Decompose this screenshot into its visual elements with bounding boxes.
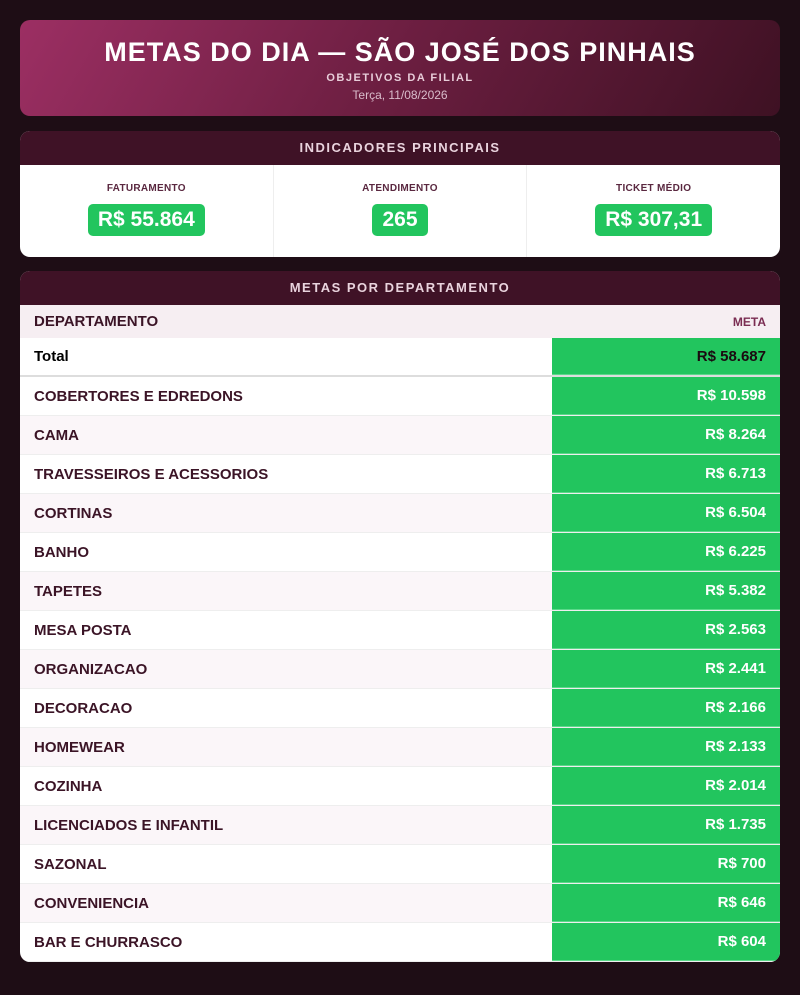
goal: R$ 646 (552, 884, 780, 922)
table-row: LICENCIADOS E INFANTIL R$ 1.735 (20, 806, 780, 845)
section-title: INDICADORES PRINCIPAIS (20, 131, 780, 165)
column-header: DEPARTAMENTO META (20, 305, 780, 338)
date: Terça, 11/08/2026 (352, 88, 448, 102)
department: CAMA (20, 416, 552, 454)
goal: R$ 6.504 (552, 494, 780, 532)
department: CONVENIENCIA (20, 884, 552, 922)
goal: R$ 2.014 (552, 767, 780, 805)
table-row: BAR E CHURRASCO R$ 604 (20, 923, 780, 962)
table-row: CAMA R$ 8.264 (20, 416, 780, 455)
total-row: Total R$ 58.687 (20, 338, 780, 377)
department: ORGANIZACAO (20, 650, 552, 688)
department-table: METAS POR DEPARTAMENTO DEPARTAMENTO META… (20, 271, 780, 962)
department: Total (34, 348, 69, 365)
department: DECORACAO (34, 699, 133, 717)
goal: R$ 604 (552, 923, 780, 961)
kpi: TICKET MÉDIO R$ 307,31 (527, 165, 780, 257)
title: METAS DO DIA — SÃO JOSÉ DOS PINHAIS (104, 37, 696, 67)
table-row: MESA POSTA R$ 2.563 (20, 611, 780, 650)
subtitle: OBJETIVOS DA FILIAL (326, 72, 474, 84)
goal: R$ 700 (552, 845, 780, 883)
department: COBERTORES E EDREDONS (34, 387, 243, 405)
goal: R$ 2.166 (552, 689, 780, 727)
table-row: COBERTORES E EDREDONS R$ 10.598 (20, 377, 780, 416)
table-row: CORTINAS R$ 6.504 (20, 494, 780, 533)
kpi: ATENDIMENTO 265 (274, 165, 528, 257)
table-row: COZINHA R$ 2.014 (20, 767, 780, 806)
department: COZINHA (34, 777, 103, 795)
goal: R$ 2.563 (552, 611, 780, 649)
kpi: FATURAMENTO R$ 55.864 (20, 165, 274, 257)
indicators: INDICADORES PRINCIPAIS FATURAMENTO R$ 55.… (20, 131, 780, 257)
goal: R$ 5.382 (552, 572, 780, 610)
kpi-label: FATURAMENTO (106, 183, 186, 194)
table-row: ORGANIZACAO R$ 2.441 (20, 650, 780, 689)
kpi-label: ATENDIMENTO (362, 183, 438, 194)
table-row: DECORACAO R$ 2.166 (20, 689, 780, 728)
kpi-value: R$ 55.864 (87, 204, 205, 236)
department: MESA POSTA (34, 621, 132, 639)
rows: COBERTORES E EDREDONS R$ 10.598 CAMA R$ 8.2… (20, 377, 780, 962)
header: METAS DO DIA — SÃO JOSÉ DOS PINHAIS OBJE… (20, 20, 780, 116)
goal: R$ 1.735 (552, 806, 780, 844)
kpi-value: R$ 307,31 (595, 204, 713, 236)
kpi-list: FATURAMENTO R$ 55.864 ATENDIMENTO 265 TICKET… (20, 165, 780, 257)
table-row: CONVENIENCIA R$ 646 (20, 884, 780, 923)
table-row: BANHO R$ 6.225 (20, 533, 780, 572)
goal: R$ 10.598 (552, 377, 780, 415)
table-row: HOMEWEAR R$ 2.133 (20, 728, 780, 767)
column-label: DEPARTAMENTO (34, 313, 159, 330)
department: HOMEWEAR (20, 728, 552, 766)
department: BANHO (34, 543, 89, 561)
table-row: SAZONAL R$ 700 (20, 845, 780, 884)
table-row: TAPETES R$ 5.382 (20, 572, 780, 611)
goal: R$ 2.441 (552, 650, 780, 688)
column-label: META (732, 314, 766, 329)
goal: R$ 2.133 (552, 728, 780, 766)
department: LICENCIADOS E INFANTIL (20, 806, 552, 844)
department: CORTINAS (20, 494, 552, 532)
goal: R$ 6.713 (552, 455, 780, 493)
kpi-label: TICKET MÉDIO (616, 183, 692, 194)
department: TAPETES (20, 572, 552, 610)
department: BAR E CHURRASCO (34, 933, 183, 951)
goal: R$ 6.225 (552, 533, 780, 571)
goal: R$ 8.264 (552, 416, 780, 454)
section-title: METAS POR DEPARTAMENTO (20, 271, 780, 305)
department: TRAVESSEIROS E ACESSORIOS (34, 465, 269, 483)
goal: R$ 58.687 (552, 338, 780, 375)
department: SAZONAL (34, 855, 107, 873)
table-row: TRAVESSEIROS E ACESSORIOS R$ 6.713 (20, 455, 780, 494)
kpi-value: 265 (372, 204, 428, 236)
